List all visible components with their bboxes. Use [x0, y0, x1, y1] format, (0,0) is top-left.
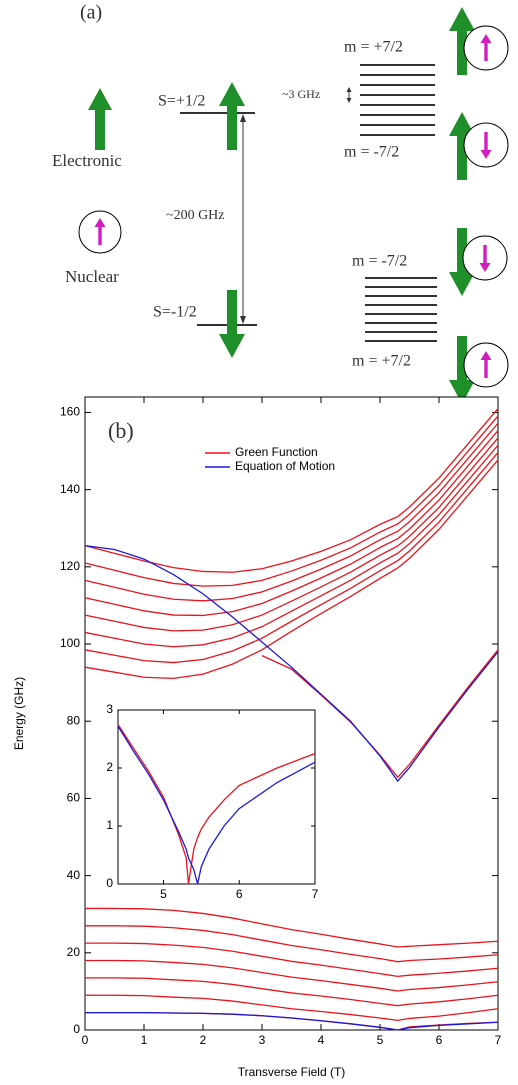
legend-entry: Equation of Motion	[205, 459, 335, 473]
y-tick-label: 120	[60, 559, 80, 573]
nuclear-spin-icon	[463, 122, 509, 168]
data-line	[117, 724, 316, 885]
y-tick-label: 2	[106, 760, 113, 774]
panel-label: (b)	[108, 418, 134, 443]
x-tick-label: 6	[436, 1033, 443, 1047]
data-line	[84, 437, 499, 632]
y-tick-label: 80	[67, 713, 81, 727]
y-tick-label: 140	[60, 482, 80, 496]
hyperfine-label: ~3 GHz	[282, 87, 320, 101]
data-line	[84, 422, 499, 602]
data-line	[84, 452, 499, 664]
nuclear-spin-icon	[463, 342, 509, 388]
nuclear-spin-icon	[463, 25, 509, 71]
y-tick-label: 0	[73, 1022, 80, 1036]
hyperfine-levels	[360, 64, 435, 136]
y-tick-label: 100	[60, 636, 80, 650]
electron-spin-arrow	[88, 88, 112, 150]
panel-label: (a)	[80, 2, 102, 24]
y-tick-label: 3	[106, 702, 113, 716]
x-tick-label: 7	[312, 887, 319, 901]
data-line	[84, 544, 499, 783]
data-line	[84, 459, 499, 680]
x-tick-label: 5	[377, 1033, 384, 1047]
splitting-arrow	[240, 114, 246, 324]
x-tick-label: 0	[82, 1033, 89, 1047]
data-line	[85, 1011, 499, 1031]
x-tick-label: 5	[160, 887, 167, 901]
electronic-label: Electronic	[52, 151, 122, 170]
manifold-label: m = +7/2	[352, 353, 411, 370]
y-tick-label: 160	[60, 405, 80, 419]
data-line	[117, 725, 316, 885]
spin-up-arrow	[219, 82, 245, 150]
x-axis-label: Transverse Field (T)	[238, 1065, 346, 1079]
y-tick-label: 40	[67, 868, 81, 882]
y-tick-label: 20	[67, 945, 81, 959]
data-line	[84, 444, 499, 648]
x-tick-label: 1	[141, 1033, 148, 1047]
hyperfine-arrow	[346, 87, 352, 103]
x-tick-label: 6	[236, 887, 243, 901]
nuclear-spin-icon	[462, 235, 508, 281]
legend-entry: Green Function	[205, 445, 318, 459]
nuclear-spin-icon	[78, 210, 122, 254]
data-line	[84, 430, 499, 617]
legend-label: Green Function	[235, 445, 318, 459]
data-line	[84, 408, 499, 573]
nuclear-label: Nuclear	[65, 267, 119, 286]
hyperfine-levels	[365, 277, 437, 342]
spin-up-arrow	[449, 112, 475, 180]
data-line	[85, 907, 499, 948]
legend-label: Equation of Motion	[235, 459, 335, 473]
manifold-label: m = +7/2	[344, 39, 403, 56]
spin-down-arrow	[449, 336, 475, 404]
spin-down-arrow	[449, 228, 475, 296]
data-line	[85, 925, 499, 963]
x-tick-label: 7	[495, 1033, 502, 1047]
level-label: S=+1/2	[158, 93, 205, 110]
energy-diagram: (a) Electronic Nuclear S=+1/2 ~200 GHz S…	[52, 2, 509, 404]
data-line	[85, 977, 499, 1007]
y-tick-label: 1	[106, 818, 113, 832]
spin-up-arrow	[449, 7, 475, 75]
data-line	[261, 649, 499, 779]
data-line	[85, 942, 499, 978]
splitting-label: ~200 GHz	[166, 208, 225, 223]
y-tick-label: 0	[106, 876, 113, 890]
data-line	[85, 994, 499, 1022]
y-tick-label: 60	[67, 791, 81, 805]
manifold-label: m = -7/2	[352, 253, 407, 270]
x-tick-label: 2	[200, 1033, 207, 1047]
level-label: S=-1/2	[153, 304, 197, 321]
charts: 0 1 2 3 4 5 6 7020406080100120140160(b)Transver…	[12, 396, 502, 1079]
data-line	[84, 415, 499, 587]
data-line	[85, 959, 499, 992]
y-axis-label: Energy (GHz)	[12, 677, 26, 750]
x-tick-label: 3	[259, 1033, 266, 1047]
plot-frame	[117, 709, 316, 885]
x-tick-label: 4	[318, 1033, 325, 1047]
inset-chart: 5 6 7 0 1 2 3	[106, 702, 318, 901]
manifold-label: m = -7/2	[344, 144, 399, 161]
spin-down-arrow	[219, 290, 245, 358]
